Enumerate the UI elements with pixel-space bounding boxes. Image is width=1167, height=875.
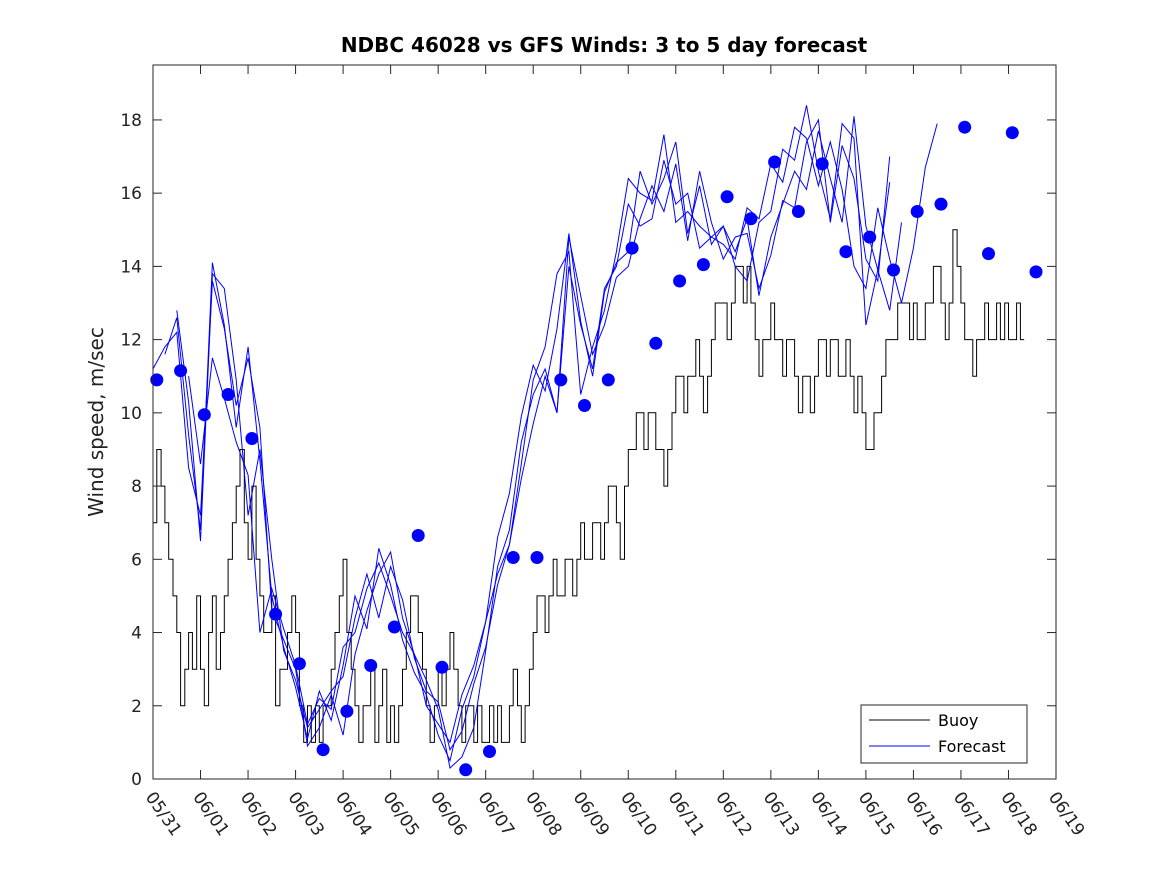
forecast-dot <box>506 551 520 564</box>
forecast-line-1 <box>152 118 891 769</box>
forecast-dot <box>673 274 687 288</box>
forecast-dot <box>411 529 425 542</box>
y-tick-label: 8 <box>131 477 142 497</box>
forecast-dot <box>387 620 401 634</box>
buoy-series <box>153 229 1025 743</box>
legend-buoy-label: Buoy <box>938 711 978 730</box>
legend-forecast-label: Forecast <box>938 737 1006 756</box>
forecast-dot <box>364 659 378 672</box>
forecast-line-3 <box>176 105 891 751</box>
forecast-dot <box>887 263 900 277</box>
forecast-dot <box>815 157 829 171</box>
x-tick-label: 06/19 <box>1044 788 1088 840</box>
forecast-line-4 <box>188 123 938 744</box>
forecast-dot <box>174 364 188 378</box>
y-tick-label: 12 <box>120 331 142 351</box>
y-tick-label: 6 <box>131 550 142 570</box>
y-tick-label: 10 <box>120 404 142 424</box>
x-tick-label: 06/06 <box>426 788 470 840</box>
forecast-series <box>152 105 938 769</box>
x-tick-label: 06/13 <box>759 788 803 840</box>
forecast-dot <box>269 607 283 621</box>
y-tick-label: 14 <box>120 257 142 277</box>
forecast-dot <box>483 745 496 758</box>
forecast-dot <box>150 373 164 387</box>
y-axis-label: Wind speed, m/sec <box>84 327 108 517</box>
forecast-dot <box>292 657 306 671</box>
x-tick-label: 05/31 <box>141 788 185 840</box>
y-tick-label: 2 <box>131 697 142 717</box>
y-tick-label: 18 <box>120 111 142 131</box>
y-tick-label: 4 <box>131 624 142 644</box>
forecast-dot <box>910 205 924 218</box>
forecast-dot <box>435 660 449 674</box>
legend: Buoy Forecast <box>860 704 1028 764</box>
plot-area-frame <box>152 64 1057 780</box>
x-tick-label: 06/12 <box>711 788 755 840</box>
forecast-dot <box>744 212 758 226</box>
forecast-dot <box>221 388 235 401</box>
forecast-dot <box>197 408 211 422</box>
x-tick-label: 06/18 <box>996 788 1040 840</box>
y-tick-label: 0 <box>131 770 142 790</box>
x-tick-label: 06/07 <box>474 788 518 840</box>
forecast-dot <box>958 120 972 134</box>
forecast-dot <box>578 399 591 412</box>
forecast-dot <box>245 432 259 445</box>
forecast-dot <box>554 373 568 387</box>
x-tick-label: 06/04 <box>331 788 375 840</box>
x-tick-label: 06/05 <box>379 788 423 840</box>
forecast-dot <box>316 743 330 757</box>
forecast-dot <box>720 190 734 204</box>
forecast-dot <box>459 763 473 777</box>
x-tick-label: 06/01 <box>188 788 232 840</box>
x-tick-label: 06/08 <box>521 788 565 840</box>
forecast-dot <box>340 704 354 718</box>
chart-title: NDBC 46028 vs GFS Winds: 3 to 5 day fore… <box>341 33 868 57</box>
forecast-dot <box>625 241 639 255</box>
forecast-dot <box>530 551 544 564</box>
x-tick-label: 06/02 <box>236 788 280 840</box>
x-tick-label: 06/09 <box>569 788 613 840</box>
x-tick-label: 06/11 <box>664 788 708 840</box>
x-tick-label: 06/16 <box>901 788 945 840</box>
forecast-dots <box>150 120 1043 777</box>
forecast-dot <box>696 258 710 272</box>
x-tick-label: 06/15 <box>854 788 898 840</box>
x-tick-label: 06/17 <box>949 788 993 840</box>
forecast-dot <box>863 230 877 244</box>
forecast-dot <box>791 205 805 218</box>
x-tick-label: 06/10 <box>616 788 660 840</box>
forecast-dot <box>982 247 995 261</box>
buoy-line <box>153 229 1025 743</box>
forecast-dot <box>934 197 948 211</box>
y-tick-label: 16 <box>120 184 142 204</box>
legend-box <box>860 704 1028 764</box>
x-tick-label: 06/03 <box>283 788 327 840</box>
forecast-dot <box>649 336 663 350</box>
forecast-dot <box>1029 265 1043 279</box>
forecast-dot <box>1005 126 1019 140</box>
forecast-dot <box>768 155 782 169</box>
forecast-dot <box>839 245 853 259</box>
forecast-dot <box>601 373 615 387</box>
x-tick-label: 06/14 <box>806 788 850 840</box>
